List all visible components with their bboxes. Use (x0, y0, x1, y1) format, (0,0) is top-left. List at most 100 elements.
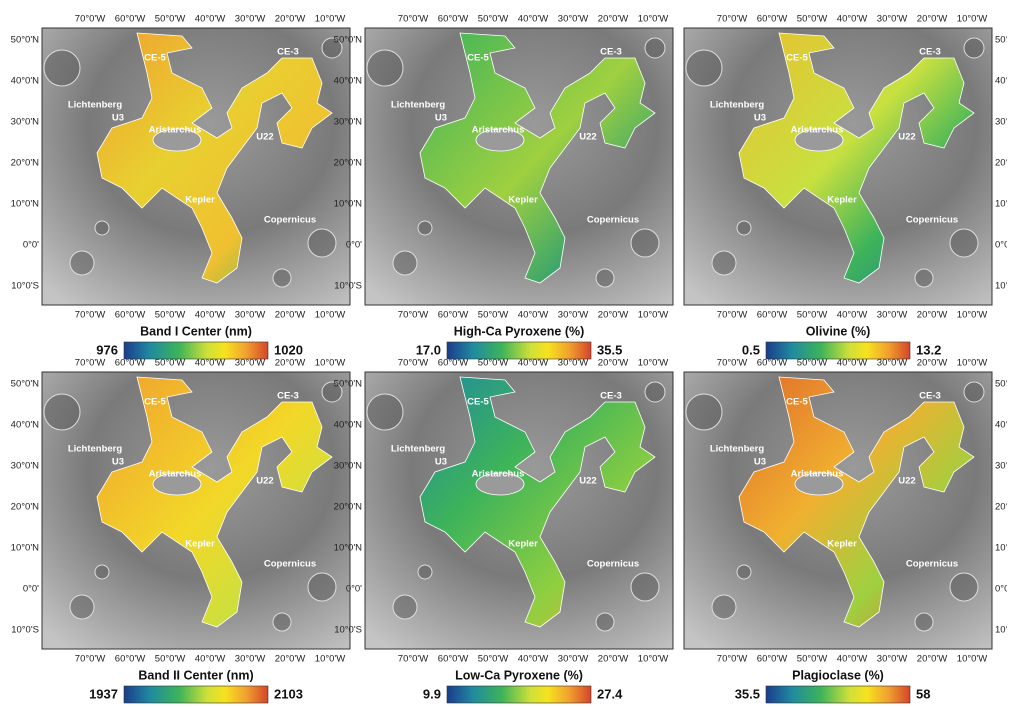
lat-label: 10°0'N (334, 199, 362, 210)
colorbar (124, 342, 268, 359)
lat-label: 40°0'N (334, 76, 362, 87)
colorbar-title: Band I Center (nm) (140, 324, 252, 338)
lon-label: 70°0'W (717, 310, 747, 321)
lat-label: 20°0'N (334, 158, 362, 169)
place-label: U3 (112, 457, 124, 468)
lat-label: 50°0'N (995, 379, 1010, 390)
place-label: Copernicus (264, 559, 316, 570)
colorbar-min: 976 (96, 342, 118, 357)
lat-label: 10°0'N (334, 543, 362, 554)
map-body (684, 28, 992, 305)
lat-label: 10°0'N (995, 199, 1010, 210)
place-label: CE-3 (919, 47, 941, 58)
lon-label: 50°0'W (478, 654, 508, 665)
lat-label-clip: 0°0' (995, 240, 1010, 251)
crater (70, 595, 94, 619)
lon-label: 30°0'W (235, 358, 265, 369)
lat-label-clip: 20°0'N (995, 502, 1010, 513)
lon-label: 60°0'W (115, 358, 145, 369)
lon-label: 50°0'W (797, 358, 827, 369)
lon-label: 40°0'W (837, 310, 867, 321)
lon-label: 60°0'W (438, 14, 468, 25)
lon-label: 70°0'W (398, 654, 428, 665)
place-label: Kepler (185, 539, 215, 550)
place-label: Kepler (508, 539, 538, 550)
lon-label: 40°0'W (518, 14, 548, 25)
lat-label: 10°0'S (334, 625, 362, 636)
crater (631, 229, 659, 257)
crater (915, 613, 933, 631)
lon-label: 50°0'W (478, 358, 508, 369)
crater (950, 573, 978, 601)
colorbar (447, 686, 591, 703)
colorbar (124, 686, 268, 703)
lon-label: 10°0'W (315, 654, 345, 665)
lon-label: 50°0'W (155, 310, 185, 321)
lon-label: 70°0'W (75, 358, 105, 369)
lon-label: 60°0'W (115, 654, 145, 665)
place-label: CE-5 (786, 53, 808, 64)
lat-label: 50°0'N (334, 379, 362, 390)
map-body (684, 372, 992, 649)
lon-label: 70°0'W (717, 358, 747, 369)
colorbar-min: 0.5 (742, 342, 760, 357)
lon-label: 40°0'W (518, 654, 548, 665)
lon-label: 40°0'W (837, 654, 867, 665)
lat-label: 0°0' (995, 240, 1010, 251)
place-label: Copernicus (587, 559, 639, 570)
colorbar-min: 1937 (89, 686, 118, 701)
lat-label: 40°0'N (11, 76, 39, 87)
lat-label: 30°0'N (11, 461, 39, 472)
lon-label: 20°0'W (598, 358, 628, 369)
lon-label: 50°0'W (155, 358, 185, 369)
lat-label: 30°0'N (334, 461, 362, 472)
crater (964, 38, 984, 58)
lon-label: 50°0'W (478, 310, 508, 321)
lat-label: 20°0'N (11, 158, 39, 169)
lon-label: 20°0'W (598, 310, 628, 321)
crater (367, 394, 403, 430)
lat-label-clip: 30°0'N (995, 461, 1010, 472)
lon-label: 60°0'W (115, 310, 145, 321)
lon-label: 70°0'W (398, 14, 428, 25)
place-label: CE-5 (467, 397, 489, 408)
lon-label: 20°0'W (275, 14, 305, 25)
place-label: U22 (898, 132, 915, 143)
lat-label-clip: 50°0'N (995, 35, 1010, 46)
lon-label: 60°0'W (757, 358, 787, 369)
place-label: U22 (256, 476, 273, 487)
lat-label: 0°0' (995, 584, 1010, 595)
lon-label: 30°0'W (558, 14, 588, 25)
crater (273, 613, 291, 631)
lon-label: 60°0'W (438, 358, 468, 369)
crater (273, 269, 291, 287)
crater (686, 50, 722, 86)
map-body (365, 372, 673, 649)
lon-label: 40°0'W (195, 14, 225, 25)
crater (950, 229, 978, 257)
place-label: CE-3 (277, 391, 299, 402)
lon-label: 10°0'W (957, 358, 987, 369)
lon-label: 40°0'W (518, 310, 548, 321)
lon-label: 50°0'W (155, 14, 185, 25)
place-label: Lichtenberg (391, 444, 446, 455)
lon-label: 60°0'W (757, 654, 787, 665)
lat-label-clip: 20°0'N (995, 158, 1010, 169)
lon-label: 30°0'W (877, 358, 907, 369)
place-label: Kepler (827, 195, 857, 206)
lon-label: 10°0'W (638, 654, 668, 665)
crater (95, 565, 109, 579)
lon-label: 30°0'W (877, 310, 907, 321)
colorbar-max: 35.5 (597, 342, 622, 357)
lon-label: 10°0'W (315, 358, 345, 369)
lon-label: 20°0'W (917, 358, 947, 369)
place-label: U3 (435, 457, 447, 468)
lat-label: 30°0'N (334, 117, 362, 128)
lat-label: 10°0'S (334, 281, 362, 292)
lat-label: 30°0'N (995, 461, 1010, 472)
crater (712, 251, 736, 275)
lat-label-clip: 10°0'S (995, 625, 1010, 636)
lon-label: 10°0'W (957, 310, 987, 321)
crater (44, 50, 80, 86)
lat-label: 50°0'N (11, 379, 39, 390)
